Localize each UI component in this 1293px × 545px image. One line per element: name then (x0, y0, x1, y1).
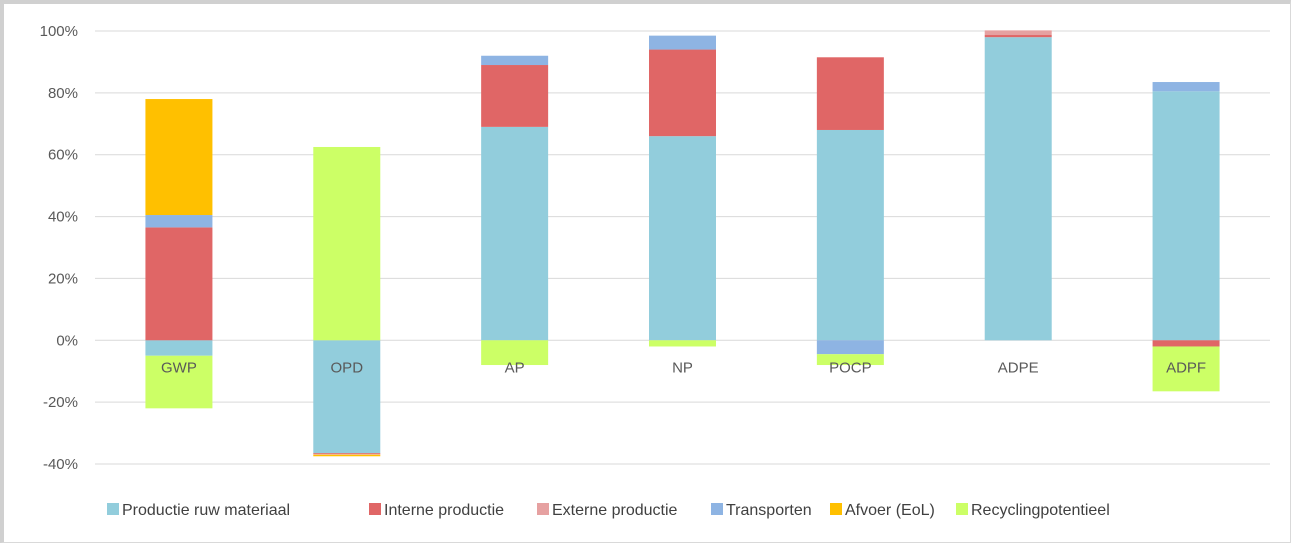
bar-segment (145, 355, 213, 409)
bar-segment (313, 340, 381, 454)
legend-label: Externe productie (552, 502, 678, 519)
legend-item: Afvoer (EoL) (830, 502, 935, 519)
bar-segment (816, 129, 884, 341)
bar-segment (145, 215, 213, 228)
bar-segment (145, 340, 213, 356)
bar-segment (1152, 91, 1220, 341)
y-tick-label: 100% (40, 23, 78, 40)
y-tick-label: 60% (48, 147, 78, 164)
x-category-label: OPD (331, 359, 364, 376)
legend-item: Interne productie (369, 502, 504, 519)
legend-swatch (537, 503, 549, 515)
y-tick-label: -20% (43, 394, 78, 411)
legend-swatch (956, 503, 968, 515)
bar-segment (313, 453, 381, 455)
bar-segment (649, 35, 716, 50)
bar-segment (481, 340, 549, 366)
bar-segment (984, 30, 1052, 36)
legend-swatch (711, 503, 723, 515)
legend-label: Interne productie (384, 502, 504, 519)
y-tick-label: -40% (43, 456, 78, 473)
bar-segment (145, 99, 213, 216)
x-category-label: GWP (161, 359, 197, 376)
bar-segment (313, 454, 381, 457)
gridlines (95, 30, 1270, 465)
x-axis-labels: GWP OPD AP NP POCP ADPE ADPF (161, 359, 1206, 376)
bars (145, 30, 1220, 457)
bar-segment (481, 126, 549, 341)
bar-segment (1152, 346, 1220, 392)
bar-segment (984, 37, 1052, 341)
legend-item: Recyclingpotentieel (956, 502, 1110, 519)
legend-item: Transporten (711, 502, 812, 519)
bar-segment (984, 35, 1052, 38)
x-category-label: ADPF (1166, 359, 1206, 376)
bar-segment (816, 340, 884, 355)
x-category-label: POCP (829, 359, 872, 376)
bar-segment (649, 136, 716, 341)
legend-label: Recyclingpotentieel (971, 502, 1110, 519)
legend-label: Productie ruw materiaal (122, 502, 290, 519)
legend-swatch (830, 503, 842, 515)
y-tick-label: 80% (48, 85, 78, 102)
bar-segment (649, 340, 716, 347)
legend: Productie ruw materiaal Interne productie… (107, 502, 1110, 519)
bar-segment (313, 454, 381, 455)
legend-label: Afvoer (EoL) (845, 502, 935, 519)
bar-segment (816, 354, 884, 366)
y-axis: 100% 80% 60% 40% 20% 0% -20% -40% (40, 23, 78, 473)
legend-label: Transporten (726, 502, 812, 519)
y-tick-label: 40% (48, 209, 78, 226)
bar-segment (649, 49, 716, 137)
bar-segment (481, 55, 549, 66)
x-category-label: AP (505, 359, 525, 376)
legend-swatch (369, 503, 381, 515)
legend-item: Externe productie (537, 502, 678, 519)
bar-segment (145, 227, 213, 341)
x-category-label: ADPE (998, 359, 1039, 376)
bar-segment (1152, 340, 1220, 347)
legend-swatch (107, 503, 119, 515)
legend-item: Productie ruw materiaal (107, 502, 290, 519)
bar-segment (481, 65, 549, 127)
y-tick-label: 0% (56, 332, 78, 349)
y-tick-label: 20% (48, 270, 78, 287)
x-category-label: NP (672, 359, 693, 376)
bar-segment (313, 146, 381, 341)
bar-segment (816, 57, 884, 130)
bar-segment (1152, 82, 1220, 92)
